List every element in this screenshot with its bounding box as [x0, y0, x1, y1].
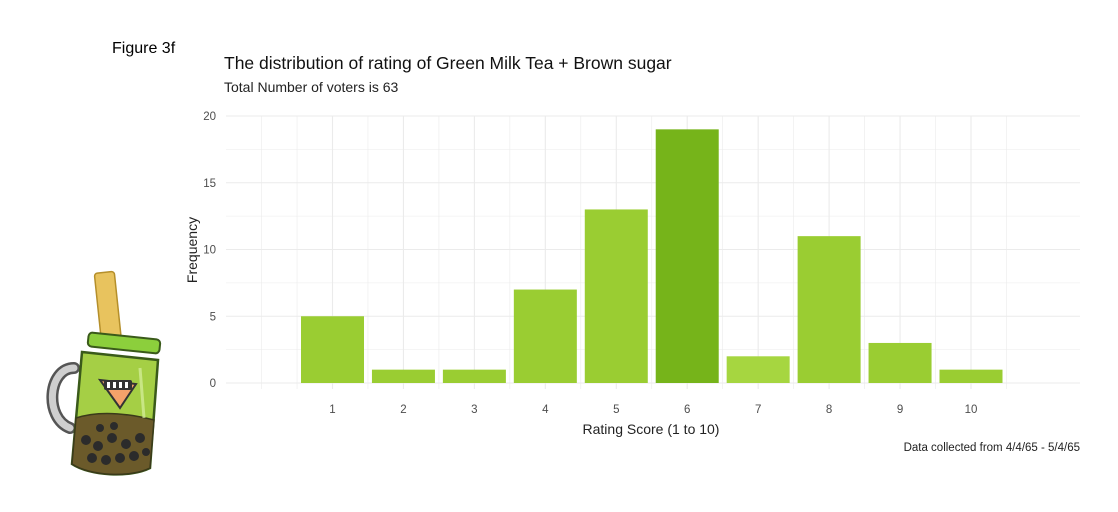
bar-7	[726, 356, 790, 383]
x-tick-label: 8	[826, 404, 832, 416]
x-axis-label: Rating Score (1 to 10)	[583, 421, 720, 437]
chart-title: The distribution of rating of Green Milk…	[224, 53, 672, 73]
bar-5	[584, 209, 648, 383]
y-axis-label: Frequency	[184, 217, 200, 283]
y-tick-label: 5	[210, 311, 216, 323]
chart-caption: Data collected from 4/4/65 - 5/4/65	[903, 442, 1080, 454]
bar-3	[442, 369, 506, 383]
x-tick-label: 10	[965, 404, 978, 416]
y-tick-label: 10	[203, 245, 216, 257]
x-tick-label: 6	[684, 404, 690, 416]
bar-4	[513, 289, 577, 383]
figure-label: Figure 3f	[112, 40, 176, 57]
x-tick-label: 7	[755, 404, 761, 416]
chart-subtitle: Total Number of voters is 63	[224, 79, 399, 95]
bar-8	[797, 236, 861, 383]
x-tick-label: 1	[329, 404, 335, 416]
bubble-tea-illustration-icon	[46, 270, 162, 476]
x-tick-label: 2	[400, 404, 406, 416]
x-tick-label: 9	[897, 404, 903, 416]
y-tick-label: 15	[203, 178, 216, 190]
x-tick-label: 4	[542, 404, 549, 416]
x-tick-label: 3	[471, 404, 477, 416]
y-tick-label: 20	[203, 111, 216, 123]
y-tick-label: 0	[210, 378, 216, 390]
bar-1	[301, 316, 364, 383]
bar-2	[371, 369, 435, 383]
bar-6	[655, 129, 719, 383]
x-tick-label: 5	[613, 404, 619, 416]
bar-10	[939, 369, 1003, 383]
bar-9	[868, 342, 932, 383]
